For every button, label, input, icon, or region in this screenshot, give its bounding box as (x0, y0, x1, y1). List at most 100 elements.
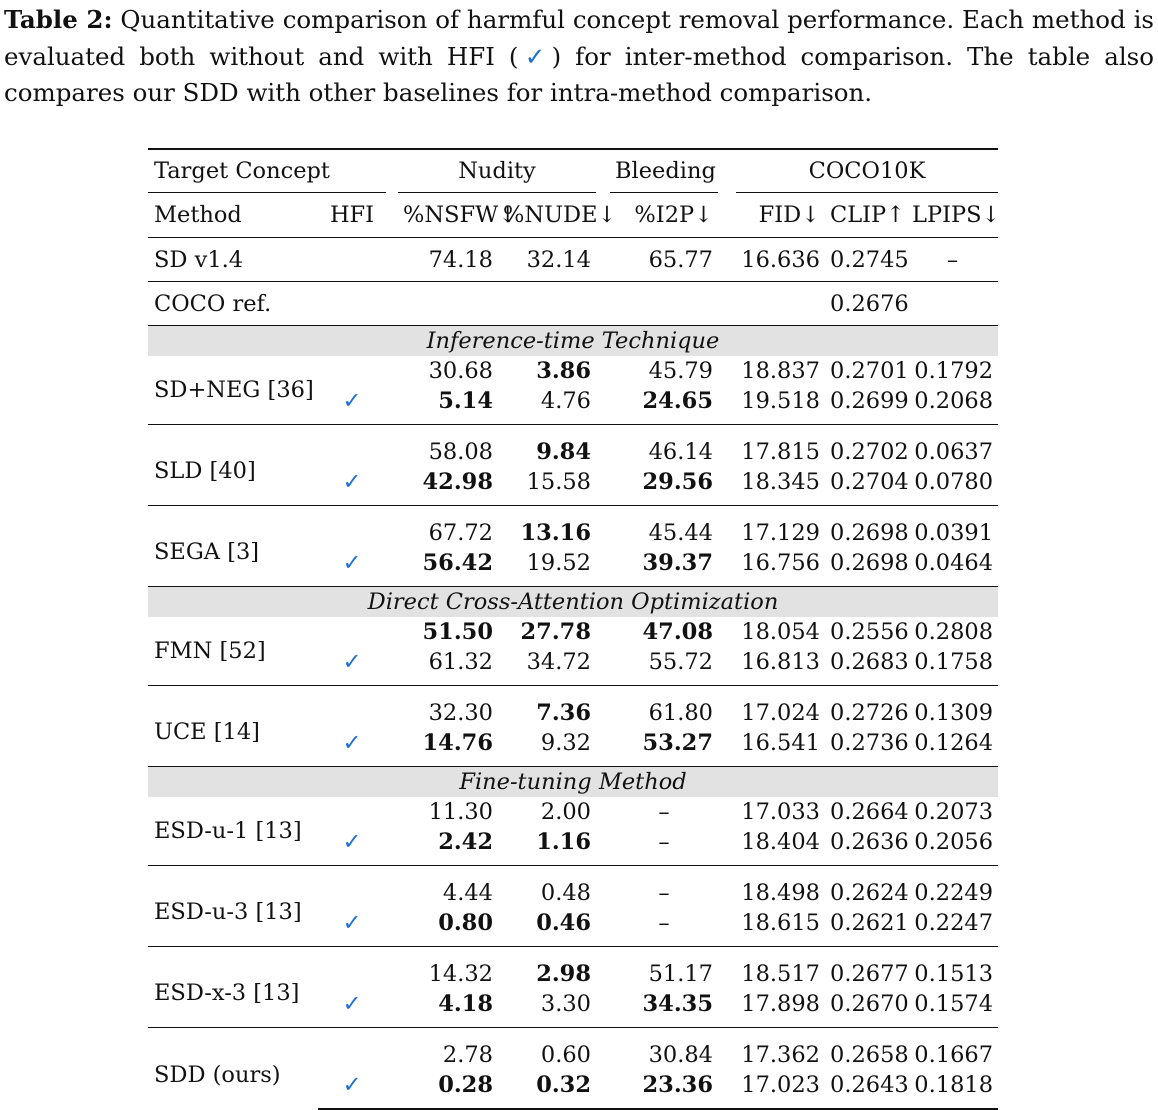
value-clip: 0.2636 (830, 829, 909, 855)
header-bleeding: Bleeding (610, 148, 718, 193)
value-clip: 0.2726 (825, 685, 909, 728)
value-fid: 18.837 (741, 358, 820, 384)
value-nude: 19.52 (526, 550, 591, 576)
value-nude: 2.98 (498, 946, 596, 989)
check-icon: ✓ (342, 649, 362, 675)
table-row: ✓ 4.18 3.30 34.35 17.898 0.2670 0.1574 (148, 989, 998, 1028)
value-i2p: 30.84 (610, 1027, 718, 1070)
value-clip: 0.2683 (830, 649, 909, 675)
value-nsfw: 0.28 (398, 1070, 498, 1110)
value-nsfw: 56.42 (422, 550, 493, 576)
value-fid: 18.517 (736, 946, 825, 989)
header-method: Method (154, 202, 242, 228)
value-nsfw: 51.50 (422, 619, 493, 645)
value-fid: 16.541 (741, 730, 820, 756)
value-clip: 0.2736 (830, 730, 909, 756)
table-row: ✓ 5.14 4.76 24.65 19.518 0.2699 0.2068 (148, 386, 998, 425)
value-nsfw: 11.30 (428, 799, 493, 825)
method-name: ESD-u-3 [13] (148, 865, 318, 947)
sd-lpips: – (907, 237, 999, 282)
sd-i2p: 65.77 (610, 237, 718, 282)
header-nsfw: %NSFW↓ (403, 202, 518, 228)
table-row: SDD (ours) 2.78 0.60 30.84 17.362 0.2658 0.166… (148, 1027, 999, 1109)
value-fid: 17.362 (736, 1027, 825, 1070)
hfi-empty (318, 424, 386, 467)
value-clip: 0.2704 (830, 469, 909, 495)
section-title: Fine-tuning Method (148, 766, 999, 797)
value-nude: 15.58 (526, 469, 591, 495)
table-row: ✓ 14.76 9.32 53.27 16.541 0.2736 0.1264 (148, 728, 998, 767)
value-nude: 3.30 (540, 991, 591, 1017)
header-target-concept: Target Concept (148, 148, 386, 193)
table-row: ✓ 2.42 1.16 – 18.404 0.2636 0.2056 (148, 827, 998, 866)
value-nsfw: 67.72 (398, 505, 498, 548)
value-lpips: 0.1574 (914, 991, 994, 1017)
value-fid: 17.033 (741, 799, 820, 825)
header-clip: CLIP↑ (830, 202, 906, 228)
value-nude: 0.60 (498, 1027, 596, 1070)
value-fid: 18.498 (736, 865, 825, 908)
header-lpips: LPIPS↓ (912, 202, 1001, 228)
method-name: ESD-u-1 [13] (154, 818, 302, 844)
value-nsfw: 42.98 (422, 469, 493, 495)
table-row: SEGA [3] 67.72 13.16 45.44 17.129 0.2698 0.039… (148, 505, 999, 587)
method-name: ESD-x-3 [13] (148, 946, 318, 1028)
section-title: Direct Cross-Attention Optimization (148, 586, 999, 617)
hfi-empty (318, 617, 386, 647)
value-nsfw: 58.08 (398, 424, 498, 467)
check-icon: ✓ (518, 41, 552, 71)
check-icon: ✓ (342, 730, 362, 756)
value-nsfw: 2.42 (438, 829, 493, 855)
header-hfi: HFI (329, 202, 375, 228)
value-lpips: 0.1758 (914, 649, 994, 675)
table-row-sd: SD v1.4 74.18 32.14 65.77 16.636 0.2745 … (148, 237, 999, 282)
hfi-empty (318, 685, 386, 728)
value-clip: 0.2670 (830, 991, 909, 1017)
table-row: UCE [14] 32.30 7.36 61.80 17.024 0.2726 0.1309 (148, 685, 999, 767)
value-clip: 0.2643 (825, 1070, 909, 1110)
value-nsfw: 4.18 (438, 991, 493, 1017)
value-lpips: 0.2056 (914, 829, 994, 855)
value-lpips: 0.0464 (914, 550, 994, 576)
check-icon: ✓ (342, 388, 362, 414)
method-name: SD+NEG [36] (154, 377, 314, 403)
header-nudity: Nudity (398, 148, 596, 193)
value-nude: 1.16 (536, 829, 591, 855)
caption-text-before: Quantitative comparison of harmful conce… (4, 5, 1154, 71)
table-row: SD+NEG [36] 30.68 3.86 45.79 18.837 0.2701 0.1… (148, 356, 998, 403)
value-fid: 17.024 (736, 685, 825, 728)
value-i2p: 24.65 (642, 388, 713, 414)
value-clip: 0.2698 (830, 550, 909, 576)
sd-clip: 0.2745 (825, 237, 909, 282)
coco-name: COCO ref. (148, 281, 318, 326)
caption-label: Table 2: (4, 5, 113, 34)
header-i2p: %I2P↓ (634, 202, 713, 228)
table-row: ✓ 56.42 19.52 39.37 16.756 0.2698 0.0464 (148, 548, 998, 587)
value-nude: 9.32 (540, 730, 591, 756)
value-clip: 0.2556 (830, 619, 909, 645)
value-i2p: 23.36 (610, 1070, 718, 1110)
value-clip: 0.2702 (825, 424, 909, 467)
value-nude: 7.36 (498, 685, 596, 728)
sd-nude: 32.14 (498, 237, 596, 282)
value-lpips: 0.1264 (914, 730, 994, 756)
value-lpips: 0.1792 (914, 358, 994, 384)
value-lpips: 0.1818 (907, 1070, 999, 1110)
sd-name: SD v1.4 (148, 237, 318, 282)
coco-clip: 0.2676 (825, 281, 909, 326)
value-lpips: 0.0780 (914, 469, 994, 495)
header-fid: FID↓ (758, 202, 820, 228)
section-title: Inference-time Technique (148, 325, 999, 356)
value-nude: 34.72 (526, 649, 591, 675)
value-clip: 0.2624 (825, 865, 909, 908)
value-nsfw: 61.32 (428, 649, 493, 675)
results-table: Target Concept Nudity Bleeding COCO10K M… (148, 148, 1001, 1110)
value-nsfw: 32.30 (398, 685, 498, 728)
caption-text-after: ) for inter-method comparison. The table… (4, 41, 1155, 108)
sd-fid: 16.636 (736, 237, 825, 282)
value-clip: 0.2621 (830, 910, 909, 936)
value-clip: 0.2698 (825, 505, 909, 548)
value-fid: 18.345 (741, 469, 820, 495)
value-clip: 0.2664 (830, 799, 909, 825)
check-icon: ✓ (318, 1070, 386, 1110)
